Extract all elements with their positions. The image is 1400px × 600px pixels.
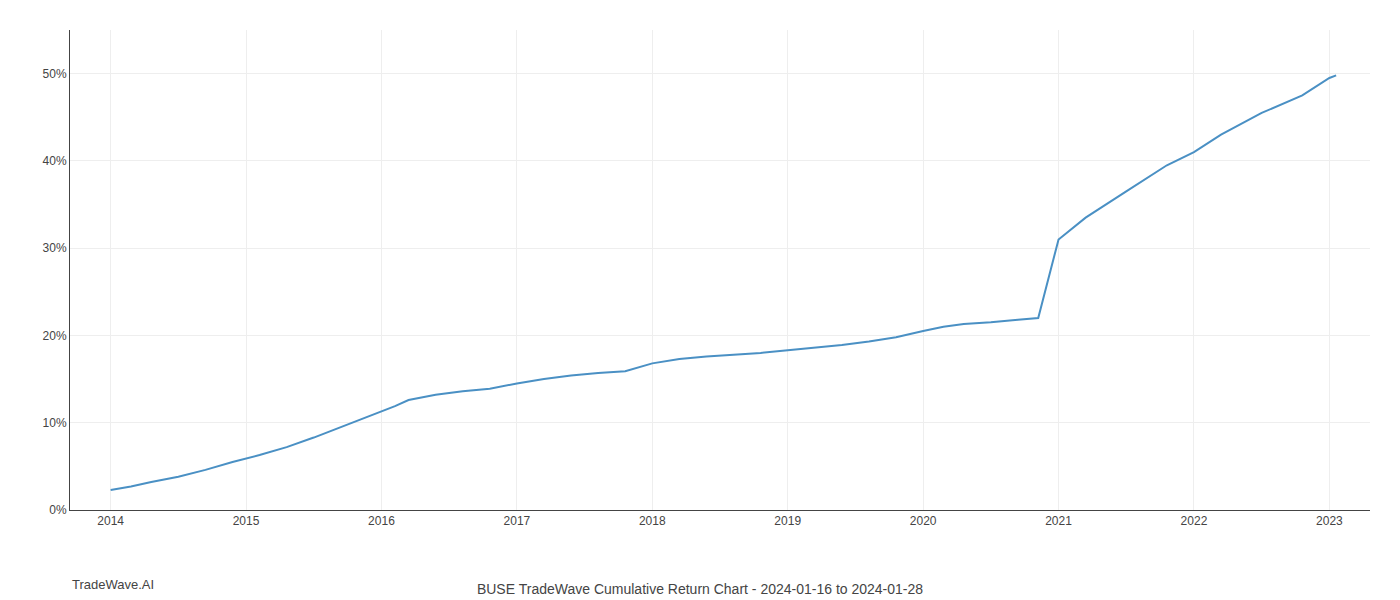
svg-text:50%: 50% bbox=[43, 67, 67, 81]
svg-text:BUSE TradeWave Cumulative Retu: BUSE TradeWave Cumulative Return Chart -… bbox=[477, 581, 923, 597]
svg-text:2021: 2021 bbox=[1045, 514, 1072, 528]
svg-text:10%: 10% bbox=[43, 416, 67, 430]
svg-text:2018: 2018 bbox=[639, 514, 666, 528]
svg-text:2020: 2020 bbox=[910, 514, 937, 528]
svg-text:2023: 2023 bbox=[1316, 514, 1343, 528]
svg-text:2014: 2014 bbox=[97, 514, 124, 528]
svg-text:40%: 40% bbox=[43, 154, 67, 168]
svg-text:2017: 2017 bbox=[504, 514, 531, 528]
svg-text:2015: 2015 bbox=[233, 514, 260, 528]
svg-text:2016: 2016 bbox=[368, 514, 395, 528]
svg-text:0%: 0% bbox=[49, 503, 67, 517]
svg-text:2022: 2022 bbox=[1181, 514, 1208, 528]
svg-text:TradeWave.AI: TradeWave.AI bbox=[72, 577, 154, 592]
svg-text:20%: 20% bbox=[43, 329, 67, 343]
svg-text:30%: 30% bbox=[43, 241, 67, 255]
svg-text:2019: 2019 bbox=[774, 514, 801, 528]
